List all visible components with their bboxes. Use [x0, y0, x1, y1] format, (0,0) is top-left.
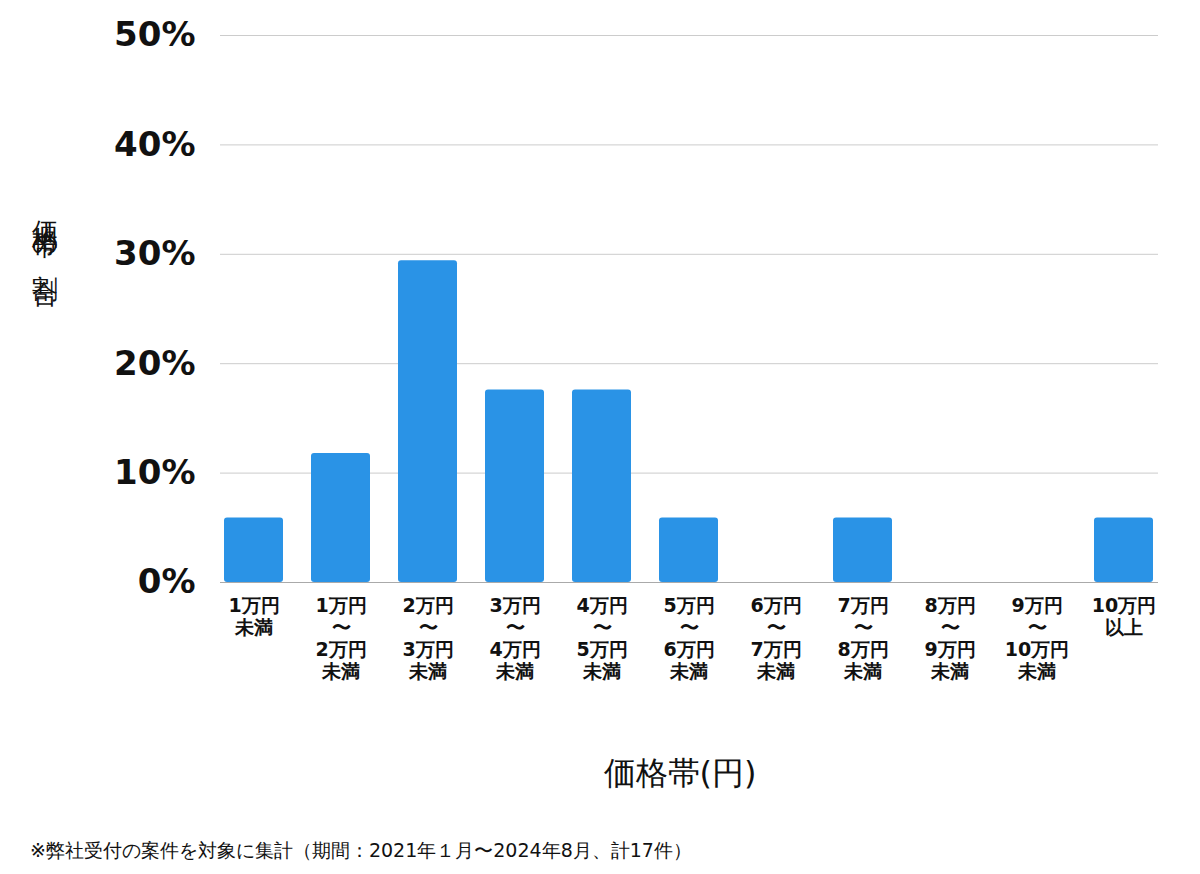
svg-text:10%: 10% — [114, 452, 195, 492]
svg-text:30%: 30% — [114, 233, 195, 273]
svg-text:1万円未満: 1万円未満 — [228, 594, 279, 638]
html-text:※弊社受付の案件を対象に集計（期間：2021年１月〜2024: ※弊社受付の案件を対象に集計（期間：2021年１月〜2024年8月、計17件） — [30, 839, 692, 861]
svg-text:1万円〜2万円未満: 1万円〜2万円未満 — [315, 594, 366, 682]
svg-text:6万円〜7万円未満: 6万円〜7万円未満 — [750, 594, 801, 682]
svg-text:3万円〜4万円未満: 3万円〜4万円未満 — [489, 594, 540, 682]
html-text:価格帯(円): 価格帯(円) — [603, 754, 757, 792]
svg-text:0%: 0% — [138, 561, 196, 601]
svg-text:7万円〜8万円未満: 7万円〜8万円未満 — [837, 594, 888, 682]
svg-text:5万円〜6万円未満: 5万円〜6万円未満 — [663, 594, 714, 682]
svg-text:8万円〜9万円未満: 8万円〜9万円未満 — [924, 594, 975, 682]
svg-text:4万円〜5万円未満: 4万円〜5万円未満 — [576, 594, 627, 682]
svg-text:50%: 50% — [114, 14, 195, 54]
svg-text:20%: 20% — [114, 343, 195, 383]
svg-text:40%: 40% — [114, 124, 195, 164]
svg-text:10万円以上: 10万円以上 — [1092, 594, 1156, 638]
svg-text:2万円〜3万円未満: 2万円〜3万円未満 — [402, 594, 453, 682]
svg-text:9万円〜10万円未満: 9万円〜10万円未満 — [1005, 594, 1069, 682]
html-text:価格帯の割合: 価格帯の割合 — [30, 200, 60, 266]
